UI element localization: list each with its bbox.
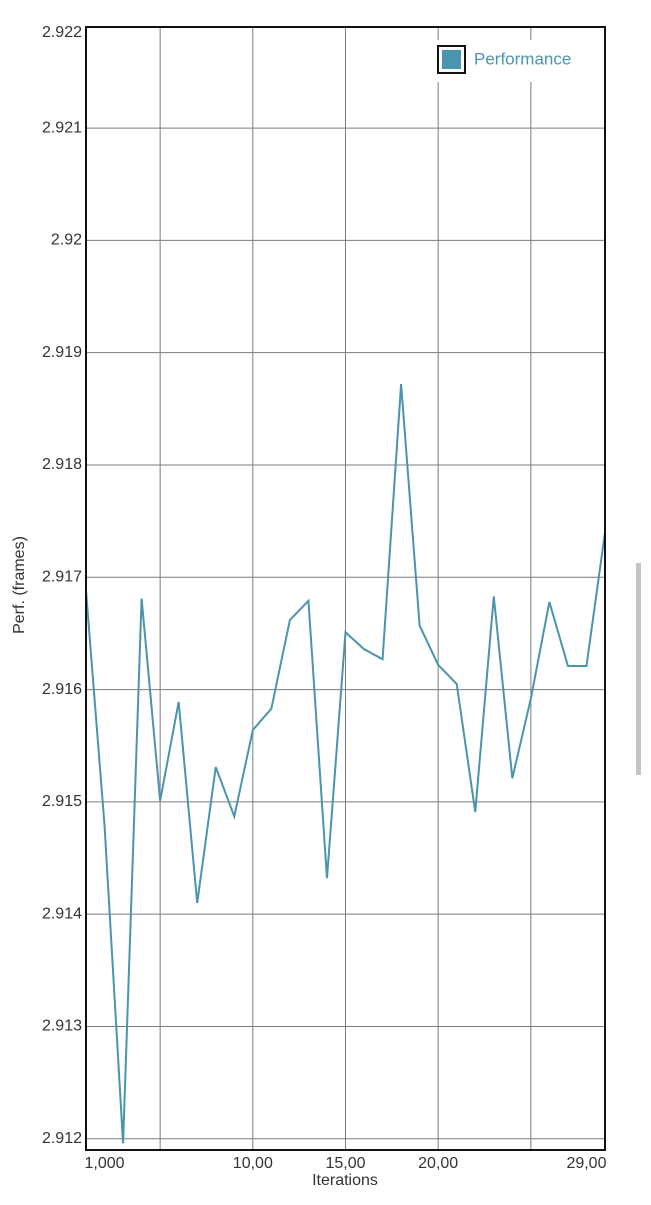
y-tick-label: 2.913 (42, 1018, 82, 1035)
y-tick-label: 2.915 (42, 793, 82, 810)
legend-swatch (442, 50, 461, 69)
plot-frame (85, 26, 606, 1151)
x-tick-label: 29,00 (566, 1155, 606, 1172)
y-tick-label: 2.912 (42, 1130, 82, 1147)
y-tick-label: 2.914 (42, 905, 82, 922)
data-line (85, 384, 606, 1144)
y-tick-label: 2.917 (42, 568, 82, 585)
x-tick-label: 20,00 (418, 1155, 458, 1172)
x-tick-label: 10,00 (233, 1155, 273, 1172)
y-tick-label: 2.92 (51, 232, 82, 249)
y-tick-label: 2.916 (42, 681, 82, 698)
x-tick-label: 15,00 (325, 1155, 365, 1172)
y-tick-label: 2.919 (42, 344, 82, 361)
y-axis-label: Perf. (frames) (11, 536, 28, 634)
y-tick-label: 2.918 (42, 456, 82, 473)
scrollbar (636, 563, 641, 775)
legend-label: Performance (474, 49, 571, 68)
x-axis-label: Iterations (312, 1172, 378, 1189)
x-tick-label: 1,000 (85, 1155, 125, 1172)
y-tick-label: 2.921 (42, 119, 82, 136)
y-tick-label: 2.922 (42, 24, 82, 41)
